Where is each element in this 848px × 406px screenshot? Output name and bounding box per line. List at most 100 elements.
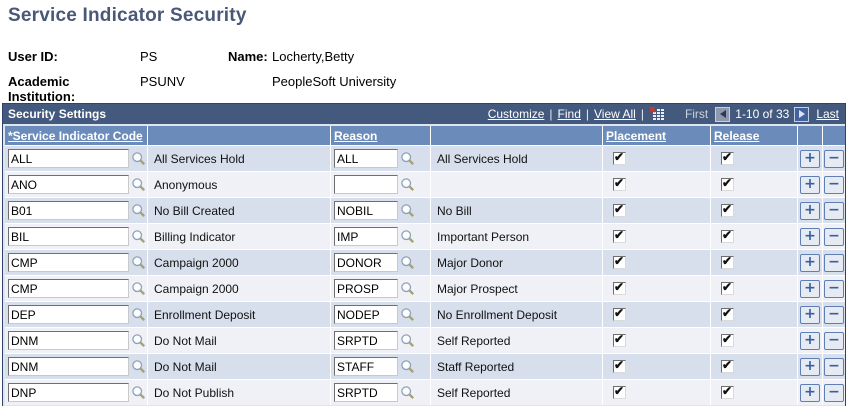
release-checkbox[interactable] [721, 384, 734, 399]
service-indicator-code-input[interactable] [8, 201, 129, 220]
release-checkbox[interactable] [721, 306, 734, 321]
service-indicator-code-input[interactable] [8, 331, 129, 350]
delete-row-button[interactable]: − [824, 357, 844, 376]
add-row-button[interactable]: + [800, 201, 820, 220]
reason-input[interactable] [334, 149, 398, 168]
reason-input[interactable] [334, 227, 398, 246]
placement-checkbox[interactable] [613, 202, 626, 217]
lookup-icon[interactable] [131, 177, 146, 192]
service-indicator-code-input[interactable] [8, 253, 129, 272]
placement-checkbox[interactable] [613, 384, 626, 399]
lookup-icon[interactable] [400, 359, 415, 374]
lookup-icon[interactable] [400, 281, 415, 296]
release-checkbox[interactable] [721, 202, 734, 217]
lookup-icon[interactable] [131, 385, 146, 400]
view-all-link[interactable]: View All [594, 107, 636, 121]
code-description: Anonymous [148, 172, 331, 197]
delete-row-button[interactable]: − [824, 175, 844, 194]
placement-checkbox[interactable] [613, 150, 626, 165]
customize-link[interactable]: Customize [487, 107, 545, 121]
service-indicator-code-input[interactable] [8, 383, 129, 402]
add-row-button[interactable]: + [800, 227, 820, 246]
add-row-button[interactable]: + [800, 357, 820, 376]
delete-row-button[interactable]: − [824, 149, 844, 168]
lookup-icon[interactable] [131, 307, 146, 322]
last-link[interactable]: Last [816, 107, 839, 121]
placement-checkbox[interactable] [613, 306, 626, 321]
lookup-icon[interactable] [131, 255, 146, 270]
release-checkbox[interactable] [721, 228, 734, 243]
release-checkbox[interactable] [721, 358, 734, 373]
reason-input[interactable] [334, 357, 398, 376]
add-row-button[interactable]: + [800, 331, 820, 350]
column-header-service-indicator-code[interactable]: *Service Indicator Code [8, 128, 143, 143]
lookup-icon[interactable] [131, 203, 146, 218]
table-row: All Services Hold All Services Hold + − [5, 145, 845, 171]
service-indicator-code-input[interactable] [8, 149, 129, 168]
release-checkbox[interactable] [721, 176, 734, 191]
lookup-icon[interactable] [131, 229, 146, 244]
lookup-icon[interactable] [131, 359, 146, 374]
delete-row-button[interactable]: − [824, 227, 844, 246]
placement-checkbox[interactable] [613, 254, 626, 269]
table-row: Do Not Mail Staff Reported + − [5, 353, 845, 379]
reason-input[interactable] [334, 383, 398, 402]
column-header-release[interactable]: Release [714, 128, 760, 143]
delete-row-button[interactable]: − [824, 331, 844, 350]
download-to-excel-icon[interactable] [649, 106, 666, 122]
add-row-button[interactable]: + [800, 383, 820, 402]
delete-row-button[interactable]: − [824, 201, 844, 220]
reason-input[interactable] [334, 201, 398, 220]
delete-row-button[interactable]: − [824, 253, 844, 272]
release-checkbox[interactable] [721, 332, 734, 347]
lookup-icon[interactable] [400, 229, 415, 244]
add-row-button[interactable]: + [800, 149, 820, 168]
add-row-button[interactable]: + [800, 253, 820, 272]
reason-input[interactable] [334, 331, 398, 350]
placement-checkbox[interactable] [613, 280, 626, 295]
release-checkbox[interactable] [721, 150, 734, 165]
code-description: Campaign 2000 [148, 276, 331, 301]
find-link[interactable]: Find [557, 107, 581, 121]
lookup-icon[interactable] [400, 385, 415, 400]
placement-checkbox[interactable] [613, 176, 626, 191]
lookup-icon[interactable] [400, 307, 415, 322]
column-header-placement[interactable]: Placement [606, 128, 667, 143]
lookup-icon[interactable] [400, 255, 415, 270]
release-checkbox[interactable] [721, 254, 734, 269]
add-row-button[interactable]: + [800, 279, 820, 298]
placement-checkbox[interactable] [613, 332, 626, 347]
release-checkbox[interactable] [721, 280, 734, 295]
reason-input[interactable] [334, 279, 398, 298]
table-row: Anonymous + − [5, 171, 845, 197]
service-indicator-code-input[interactable] [8, 305, 129, 324]
service-indicator-code-input[interactable] [8, 175, 129, 194]
reason-description: No Bill [431, 198, 603, 223]
next-rows-button[interactable] [794, 106, 810, 122]
delete-row-button[interactable]: − [824, 279, 844, 298]
service-indicator-code-input[interactable] [8, 357, 129, 376]
lookup-icon[interactable] [400, 333, 415, 348]
lookup-icon[interactable] [400, 151, 415, 166]
lookup-icon[interactable] [131, 151, 146, 166]
column-header-blank [823, 126, 845, 145]
add-row-button[interactable]: + [800, 175, 820, 194]
previous-rows-button[interactable] [715, 106, 731, 122]
lookup-icon[interactable] [400, 177, 415, 192]
reason-input[interactable] [334, 253, 398, 272]
reason-input[interactable] [334, 175, 398, 194]
lookup-icon[interactable] [131, 281, 146, 296]
column-header-reason[interactable]: Reason [334, 128, 378, 143]
reason-input[interactable] [334, 305, 398, 324]
placement-checkbox[interactable] [613, 228, 626, 243]
placement-checkbox[interactable] [613, 358, 626, 373]
security-settings-grid: Security Settings Customize | Find | Vie… [2, 103, 846, 406]
delete-row-button[interactable]: − [824, 383, 844, 402]
service-indicator-code-input[interactable] [8, 227, 129, 246]
lookup-icon[interactable] [131, 333, 146, 348]
delete-row-button[interactable]: − [824, 305, 844, 324]
lookup-icon[interactable] [400, 203, 415, 218]
add-row-button[interactable]: + [800, 305, 820, 324]
code-description: Billing Indicator [148, 224, 331, 249]
service-indicator-code-input[interactable] [8, 279, 129, 298]
